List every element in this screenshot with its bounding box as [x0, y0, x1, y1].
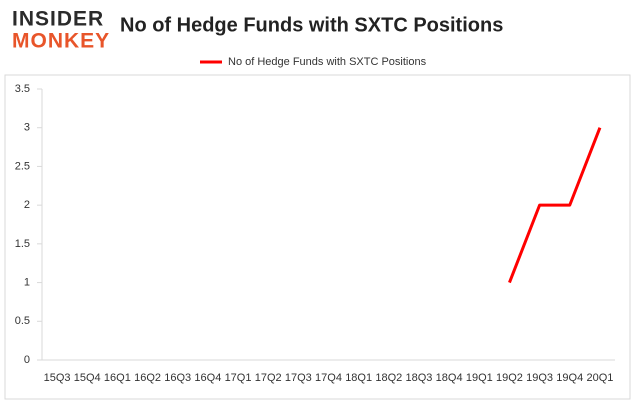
- x-tick-label: 18Q3: [406, 372, 433, 384]
- y-tick-label: 0.5: [15, 315, 30, 327]
- x-tick-label: 15Q3: [44, 372, 71, 384]
- x-tick-label: 16Q2: [134, 372, 161, 384]
- chart-title: No of Hedge Funds with SXTC Positions: [120, 14, 503, 36]
- x-tick-label: 19Q2: [496, 372, 523, 384]
- y-tick-label: 3: [24, 122, 30, 134]
- x-tick-label: 19Q4: [556, 372, 583, 384]
- x-tick-label: 16Q1: [104, 372, 131, 384]
- y-tick-label: 2.5: [15, 160, 30, 172]
- legend-label: No of Hedge Funds with SXTC Positions: [228, 56, 427, 68]
- x-tick-label: 15Q4: [74, 372, 101, 384]
- y-tick-label: 3.5: [15, 83, 30, 95]
- x-tick-label: 19Q3: [526, 372, 553, 384]
- x-tick-label: 16Q4: [194, 372, 221, 384]
- y-tick-label: 1.5: [15, 238, 30, 250]
- logo-line-2: MONKEY: [12, 30, 110, 53]
- y-tick-label: 2: [24, 199, 30, 211]
- x-tick-label: 18Q1: [345, 372, 372, 384]
- chart-frame: [4, 74, 631, 400]
- logo-line-1: INSIDER: [12, 8, 104, 31]
- y-tick-label: 1: [24, 276, 30, 288]
- x-tick-label: 18Q4: [436, 372, 463, 384]
- x-tick-label: 17Q4: [315, 372, 342, 384]
- x-tick-label: 17Q3: [285, 372, 312, 384]
- y-tick-label: 0: [24, 354, 30, 366]
- x-tick-label: 17Q1: [225, 372, 252, 384]
- x-tick-label: 17Q2: [255, 372, 282, 384]
- x-tick-label: 20Q1: [586, 372, 613, 384]
- x-tick-label: 18Q2: [375, 372, 402, 384]
- x-tick-label: 16Q3: [164, 372, 191, 384]
- x-tick-label: 19Q1: [466, 372, 493, 384]
- line-series: [508, 127, 602, 284]
